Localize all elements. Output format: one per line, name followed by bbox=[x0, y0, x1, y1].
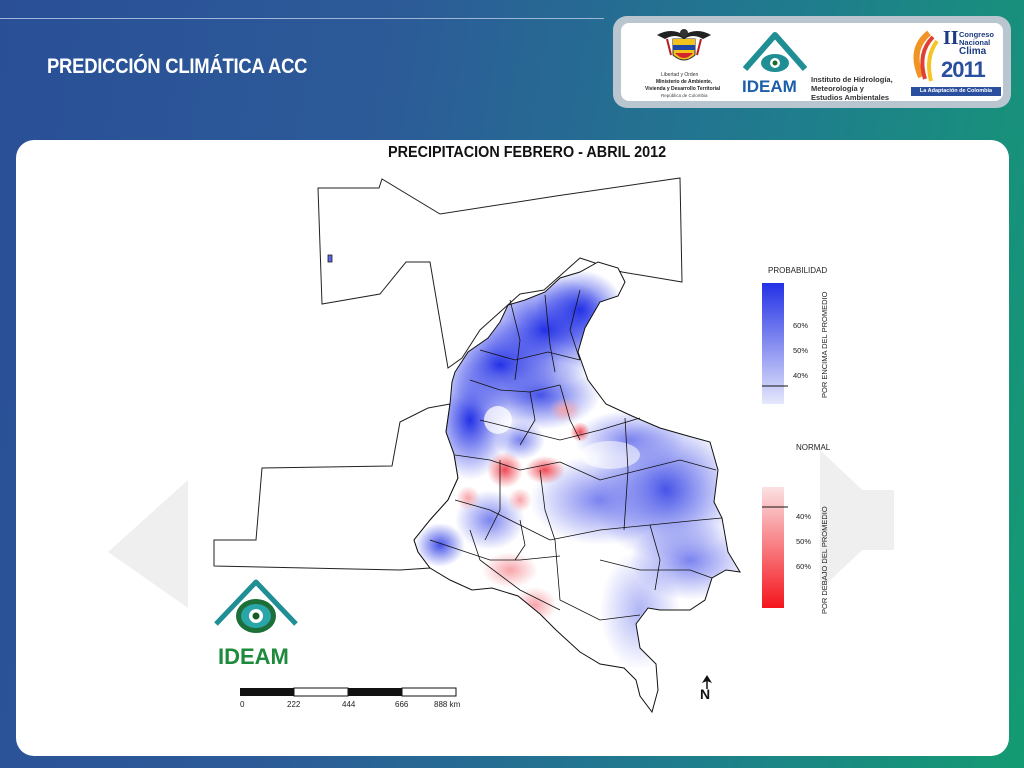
logo-banner: Libertad y Orden Ministerio de Ambiente,… bbox=[613, 16, 1011, 108]
department-boundaries bbox=[429, 289, 723, 621]
north-label: N bbox=[700, 686, 711, 702]
ideam-map-logo-icon bbox=[214, 579, 298, 633]
slide-title: PREDICCIÓN CLIMÁTICA ACC bbox=[47, 55, 308, 78]
ministry-line2: Vivienda y Desarrollo Territorial bbox=[645, 86, 721, 92]
legend-below-tick-1: 40% bbox=[796, 512, 812, 521]
ideam-desc1: Instituto de Hidrología, bbox=[811, 75, 893, 84]
scale-label-1: 222 bbox=[287, 700, 301, 709]
congress-year: 2011 bbox=[941, 57, 986, 82]
ideam-desc3: Estudios Ambientales bbox=[811, 93, 890, 102]
legend-below-colorbar bbox=[762, 487, 788, 608]
congress-swoosh-icon bbox=[913, 30, 939, 82]
header-divider-line bbox=[0, 18, 604, 19]
legend-above-title: PROBABILIDAD bbox=[768, 266, 828, 275]
logo-banner-inner: Libertad y Orden Ministerio de Ambiente,… bbox=[621, 23, 1003, 102]
ministry-line3: República de Colombia bbox=[661, 93, 708, 98]
legend-above-side-label: POR ENCIMA DEL PROMEDIO bbox=[820, 291, 829, 398]
ideam-logo-text: IDEAM bbox=[742, 77, 797, 96]
legend-below-tick-2: 50% bbox=[796, 537, 812, 546]
legend-below-title: NORMAL bbox=[796, 443, 831, 452]
san-andres-island bbox=[327, 254, 333, 263]
congress-line2: Nacional bbox=[959, 38, 991, 47]
map-title: PRECIPITACION FEBRERO - ABRIL 2012 bbox=[388, 144, 667, 161]
congress-roman: II bbox=[943, 27, 959, 49]
congress-line1: Congreso bbox=[959, 30, 995, 39]
scale-label-3: 666 bbox=[395, 700, 409, 709]
scale-label-4: 888 km bbox=[434, 700, 461, 709]
congress-line3: Clima bbox=[959, 46, 987, 57]
north-arrow-icon bbox=[702, 675, 712, 689]
ideam-desc2: Meteorología y bbox=[811, 84, 864, 93]
ministry-coat-of-arms-icon bbox=[657, 29, 711, 61]
legend-above-tick-1: 60% bbox=[793, 321, 809, 330]
ministry-motto: Libertad y Orden bbox=[661, 72, 699, 78]
legend-below-side-label: POR DEBAJO DEL PROMEDIO bbox=[820, 506, 829, 614]
scale-label-0: 0 bbox=[240, 700, 245, 709]
legend-above-tick-2: 50% bbox=[793, 346, 809, 355]
legend-above-colorbar bbox=[762, 283, 788, 404]
legend-below-tick-3: 60% bbox=[796, 562, 812, 571]
scale-bar bbox=[240, 687, 457, 697]
congress-tagline: La Adaptación de Colombia bbox=[911, 87, 1001, 96]
ministry-line1: Ministerio de Ambiente, bbox=[656, 79, 713, 85]
ideam-eye-logo-icon bbox=[742, 32, 808, 72]
ideam-map-logo-text: IDEAM bbox=[218, 644, 289, 669]
legend-above-tick-3: 40% bbox=[793, 371, 809, 380]
scale-label-2: 444 bbox=[342, 700, 356, 709]
